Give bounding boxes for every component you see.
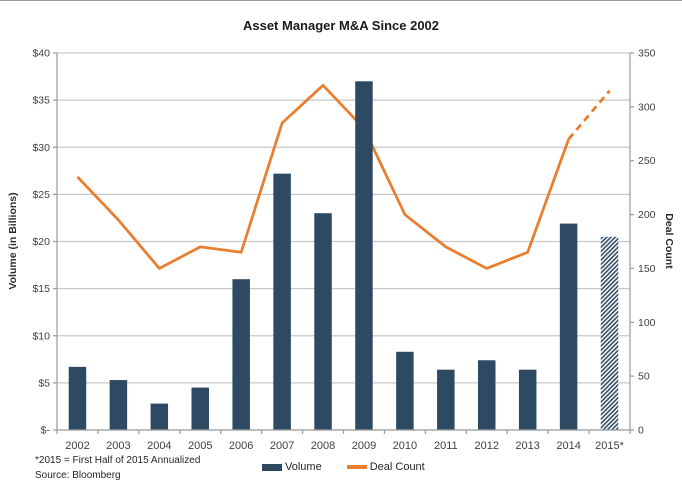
legend-deal-count-swatch — [346, 465, 367, 469]
bar-2002 — [68, 366, 87, 430]
y-left-tick-label: $40 — [32, 48, 50, 60]
x-tick-label: 2013 — [515, 440, 539, 452]
y-right-tick-label: 150 — [638, 263, 656, 275]
y-left-tick-label: $25 — [32, 189, 50, 201]
y-left-tick-label: $- — [41, 425, 51, 437]
legend-deal-count-label: Deal Count — [369, 461, 425, 473]
bar-2008 — [314, 213, 332, 430]
deal-count-line-dashed — [567, 89, 611, 141]
x-tick-label: 2009 — [352, 440, 376, 452]
x-tick-label: 2015* — [595, 440, 624, 452]
footnote-line-1: *2015 = First Half of 2015 Annualized — [35, 455, 201, 466]
y-right-tick-label: 250 — [638, 155, 656, 167]
y-left-tick-label: $10 — [32, 330, 50, 342]
y-left-tick-label: $5 — [38, 377, 50, 389]
y-right-tick-label: 0 — [638, 425, 644, 437]
legend-item-volume: Volume — [262, 461, 322, 473]
y-right-tick-label: 350 — [638, 48, 656, 60]
bar-2003 — [109, 380, 128, 430]
bar-2013 — [518, 369, 537, 430]
y-left-tick-label: $20 — [32, 236, 50, 248]
y-left-tick-label: $35 — [32, 95, 50, 107]
x-tick-label: 2007 — [270, 440, 294, 452]
y-left-tick-label: $30 — [32, 142, 50, 154]
footnote: *2015 = First Half of 2015 Annualized So… — [35, 454, 200, 483]
y-right-tick-label: 50 — [638, 371, 650, 383]
legend-volume-swatch — [262, 463, 282, 471]
legend-item-deal-count: Deal Count — [346, 461, 425, 473]
bar-2009 — [355, 81, 373, 431]
y-right-tick-label: 300 — [638, 101, 656, 113]
y-left-tick-label: $15 — [32, 283, 50, 295]
deal-count-line — [76, 83, 570, 270]
x-tick-label: 2010 — [393, 440, 417, 452]
x-tick-label: 2012 — [475, 440, 499, 452]
x-tick-label: 2005 — [188, 440, 212, 452]
bar-2011 — [437, 369, 455, 430]
bar-2004 — [150, 403, 169, 430]
y-right-tick-label: 200 — [638, 209, 656, 221]
x-tick-label: 2006 — [229, 440, 253, 452]
bar-2014 — [559, 223, 578, 430]
x-tick-label: 2011 — [434, 440, 458, 452]
bar-2006 — [232, 279, 250, 430]
x-tick-label: 2002 — [65, 440, 89, 452]
x-tick-label: 2003 — [106, 440, 130, 452]
x-tick-label: 2004 — [147, 440, 171, 452]
bar-2015* — [600, 236, 619, 430]
y-right-tick-label: 100 — [638, 317, 656, 329]
chart-title: Asset Manager M&A Since 2002 — [242, 18, 440, 33]
bar-2010 — [396, 351, 414, 430]
x-tick-label: 2014 — [556, 440, 580, 452]
footnote-line-2: Source: Bloomberg — [35, 469, 121, 481]
legend-volume-label: Volume — [285, 461, 322, 473]
bar-2012 — [478, 360, 496, 430]
x-tick-label: 2008 — [311, 440, 335, 452]
bar-2007 — [273, 173, 291, 430]
bar-2005 — [191, 387, 209, 430]
legend: Volume Deal Count — [262, 461, 425, 473]
